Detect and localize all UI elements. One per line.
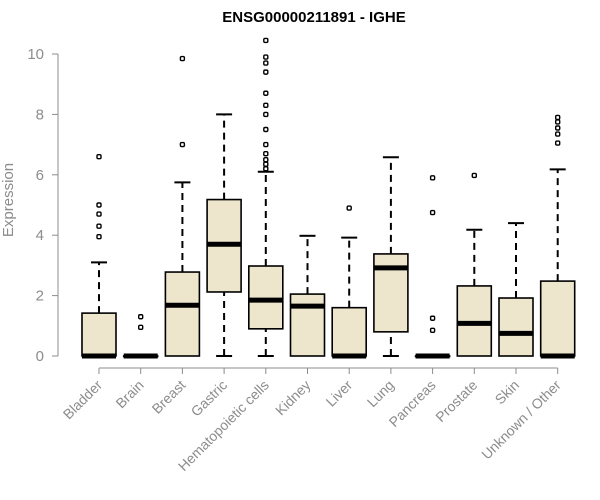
outlier-point	[429, 175, 436, 181]
y-axis: 0 2 4 6 8 10	[27, 46, 59, 365]
chart-title: ENSG00000211891 - IGHE	[222, 9, 405, 26]
box-group	[122, 314, 159, 359]
outlier-point	[263, 37, 269, 44]
box-group	[539, 114, 576, 359]
outlier-point	[429, 209, 436, 216]
outlier-point	[263, 141, 269, 148]
x-tick-label: Bladder	[60, 377, 106, 423]
boxes-layer	[81, 37, 576, 359]
y-tick-label: 8	[36, 106, 44, 123]
outlier-point	[137, 314, 144, 320]
outlier-point	[263, 126, 269, 133]
box-rect	[331, 306, 368, 357]
outlier-point	[263, 111, 269, 118]
outlier-point	[96, 153, 102, 160]
y-tick-label: 6	[36, 167, 44, 184]
x-tick-label: Liver	[323, 377, 356, 410]
outlier-point	[96, 211, 102, 217]
outlier-point	[555, 131, 561, 137]
outlier-point	[555, 125, 561, 131]
box-group	[498, 222, 534, 357]
outlier-point	[179, 55, 186, 62]
y-tick-label: 2	[36, 288, 44, 305]
x-tick-label: Breast	[149, 377, 189, 417]
x-tick-label: Lung	[364, 377, 397, 410]
outlier-point	[429, 327, 436, 334]
outlier-point	[96, 223, 102, 229]
y-tick-label: 4	[36, 227, 44, 244]
outlier-point	[179, 141, 186, 148]
outlier-point	[555, 140, 561, 146]
outlier-point	[555, 119, 561, 125]
box-rect	[289, 293, 326, 357]
box-rect	[81, 312, 117, 357]
box-rect	[539, 280, 576, 357]
outlier-point	[263, 166, 269, 172]
outlier-point	[555, 114, 561, 121]
y-axis-label: Expression	[0, 163, 17, 237]
outlier-point	[137, 324, 144, 331]
box-group	[164, 55, 201, 357]
box-group	[206, 113, 242, 357]
outlier-point	[263, 156, 269, 163]
outlier-point	[429, 315, 436, 321]
box-rect	[248, 265, 284, 330]
outlier-point	[263, 150, 269, 157]
outlier-point	[263, 69, 269, 75]
outlier-point	[471, 172, 477, 179]
outlier-point	[263, 60, 269, 66]
outlier-point	[96, 234, 102, 240]
outlier-point	[263, 54, 269, 60]
outlier-point	[346, 205, 352, 211]
x-tick-label: Brain	[112, 377, 146, 411]
box-rect	[164, 271, 201, 357]
box-group	[289, 234, 326, 357]
outlier-point	[96, 202, 102, 208]
box-group	[331, 205, 368, 359]
box-group	[456, 172, 493, 357]
box-group	[414, 175, 451, 359]
outlier-point	[263, 161, 269, 167]
x-tick-label: Prostate	[432, 377, 480, 425]
y-tick-label: 10	[27, 46, 44, 63]
x-tick-label: Unknown / Other	[478, 377, 564, 463]
x-tick-label: Skin	[492, 377, 523, 408]
outlier-point	[263, 102, 269, 109]
box-rect	[498, 297, 534, 357]
box-group	[81, 153, 117, 359]
box-group	[248, 37, 284, 357]
y-tick-label: 0	[36, 348, 44, 365]
box-group	[373, 156, 409, 357]
x-tick-label: Kidney	[272, 377, 314, 419]
outlier-point	[263, 90, 269, 96]
